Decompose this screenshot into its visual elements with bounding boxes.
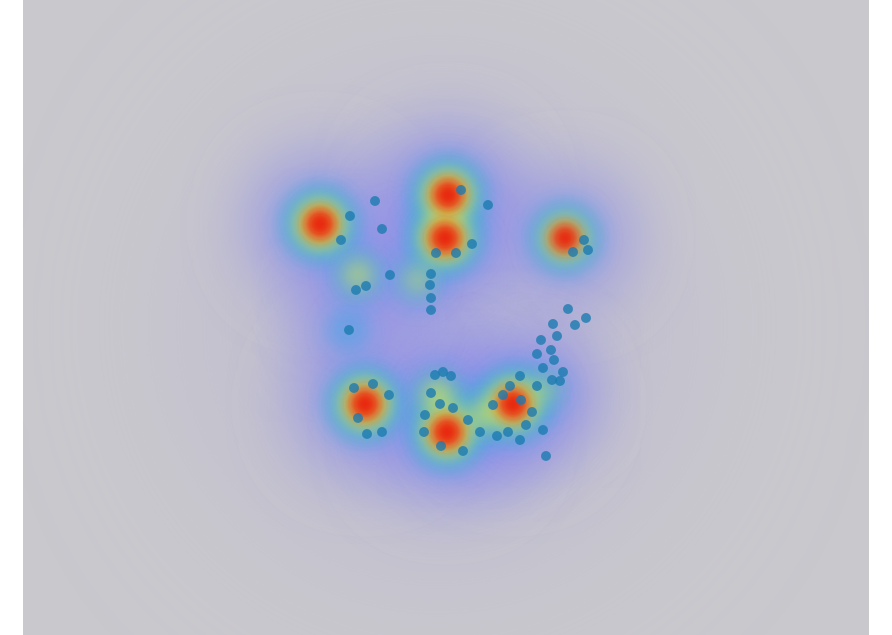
data-point-29: [538, 363, 548, 373]
data-point-23: [548, 319, 558, 329]
data-point-54: [492, 431, 502, 441]
data-point-61: [541, 451, 551, 461]
data-point-32: [532, 381, 542, 391]
data-point-36: [349, 383, 359, 393]
data-point-6: [451, 248, 461, 258]
data-point-63: [488, 400, 498, 410]
data-point-44: [446, 371, 456, 381]
data-point-19: [344, 325, 354, 335]
data-point-7: [431, 248, 441, 258]
data-point-55: [503, 427, 513, 437]
heatmap-plot-area: [23, 0, 869, 635]
data-point-28: [549, 355, 559, 365]
data-point-22: [570, 320, 580, 330]
data-point-59: [527, 407, 537, 417]
data-point-62: [498, 390, 508, 400]
data-point-27: [532, 349, 542, 359]
data-point-8: [456, 185, 466, 195]
data-point-14: [351, 285, 361, 295]
heatmap-canvas: [177, 64, 698, 585]
data-point-57: [521, 420, 531, 430]
heatmap-high-layer: [304, 179, 580, 448]
heatmap-hotspot-4: [349, 388, 381, 420]
data-point-11: [568, 247, 578, 257]
heatmap-hotspot-3: [550, 223, 580, 253]
data-point-42: [430, 370, 440, 380]
heatmap-points-layer: [336, 185, 593, 461]
data-point-9: [579, 235, 589, 245]
data-point-35: [555, 376, 565, 386]
data-point-40: [362, 429, 372, 439]
data-point-37: [368, 379, 378, 389]
heatmap-hotspot-5: [431, 416, 463, 448]
data-point-50: [463, 415, 473, 425]
data-point-3: [377, 224, 387, 234]
data-point-33: [515, 371, 525, 381]
data-point-46: [435, 399, 445, 409]
heatmap-hotspot-0: [304, 208, 336, 240]
data-point-21: [581, 313, 591, 323]
data-point-38: [384, 390, 394, 400]
data-point-41: [377, 427, 387, 437]
data-point-20: [563, 304, 573, 314]
data-point-48: [419, 427, 429, 437]
heatmap-mid-7: [421, 379, 455, 413]
data-point-31: [547, 375, 557, 385]
data-point-58: [538, 425, 548, 435]
heatmap-hotspot-2: [429, 222, 461, 254]
data-point-25: [536, 335, 546, 345]
data-point-56: [515, 435, 525, 445]
data-point-26: [546, 345, 556, 355]
data-point-17: [426, 293, 436, 303]
data-point-4: [483, 200, 493, 210]
heatmap-hotspot-1: [432, 179, 464, 211]
data-point-30: [558, 367, 568, 377]
data-point-49: [448, 403, 458, 413]
data-point-2: [336, 235, 346, 245]
data-point-53: [436, 441, 446, 451]
heatmap-mid-10: [404, 266, 432, 294]
data-point-52: [458, 446, 468, 456]
data-point-1: [345, 211, 355, 221]
data-point-13: [361, 281, 371, 291]
data-point-5: [467, 239, 477, 249]
data-point-12: [385, 270, 395, 280]
data-point-24: [552, 331, 562, 341]
data-point-51: [475, 427, 485, 437]
data-point-16: [425, 280, 435, 290]
data-point-45: [426, 388, 436, 398]
data-point-47: [420, 410, 430, 420]
data-point-39: [353, 413, 363, 423]
data-point-43: [438, 367, 448, 377]
data-point-60: [516, 395, 526, 405]
data-point-15: [426, 269, 436, 279]
data-point-10: [583, 245, 593, 255]
data-point-18: [426, 305, 436, 315]
data-point-34: [505, 381, 515, 391]
data-point-0: [370, 196, 380, 206]
